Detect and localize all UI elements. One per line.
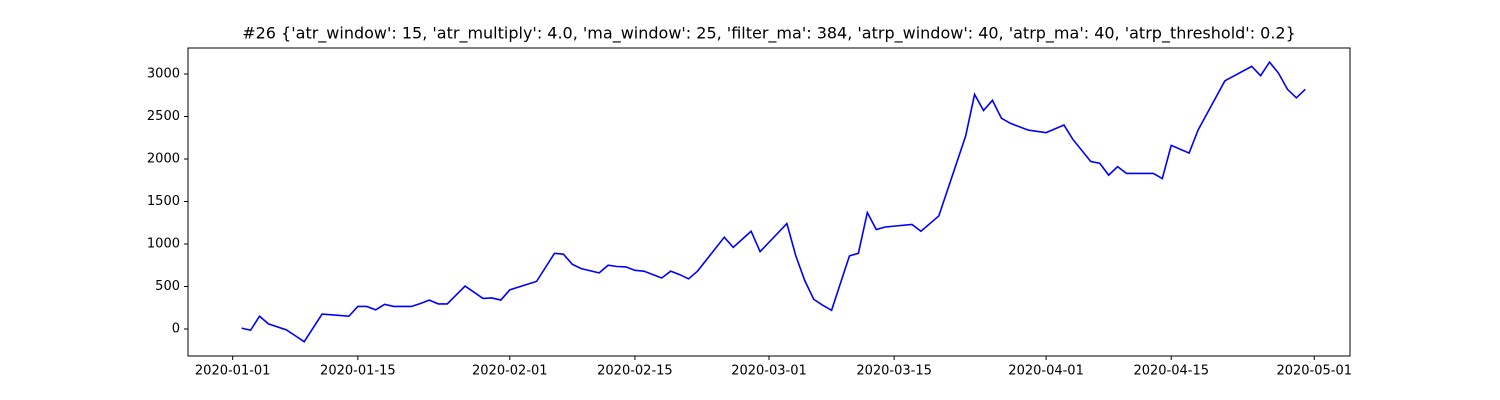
line-series [241,60,1306,343]
x-tick-label: 2020-05-01 [1276,364,1352,379]
x-tick-label: 2020-04-01 [1008,364,1084,379]
x-tick-label: 2020-03-01 [731,364,807,379]
y-tick-label: 2000 [147,151,180,166]
y-tick-label: 2500 [147,109,180,124]
x-tick-label: 2020-01-01 [195,364,271,379]
y-tick-label: 1500 [147,194,180,209]
plot-frame [187,47,1351,357]
x-tick-label: 2020-02-15 [597,364,673,379]
x-tick-label: 2020-03-15 [856,364,932,379]
y-tick-label: 1000 [147,236,180,251]
x-tick-label: 2020-01-15 [320,364,396,379]
chart-title: #26 {'atr_window': 15, 'atr_multiply': 4… [242,24,1296,44]
x-tick-label: 2020-04-15 [1133,364,1209,379]
x-tick-label: 2020-02-01 [472,364,548,379]
y-tick-label: 500 [155,279,180,294]
y-tick-label: 3000 [147,67,180,82]
y-tick-label: 0 [172,321,180,336]
